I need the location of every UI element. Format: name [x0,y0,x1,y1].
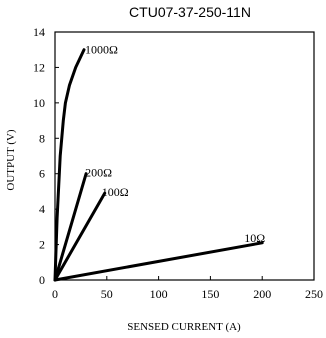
y-tick-label: 8 [39,131,45,145]
y-tick-label: 10 [33,96,45,110]
series-label: 10Ω [244,231,265,245]
series-label: 100Ω [102,185,129,199]
x-tick-label: 150 [201,287,219,301]
y-tick-label: 6 [39,167,45,181]
series-label: 1000Ω [85,43,118,57]
series-curves [53,48,264,282]
y-axis-label: OUTPUT (V) [5,129,17,191]
series-line [53,48,86,282]
series-line [53,241,264,282]
plot-frame [54,31,315,281]
y-tick-label: 0 [39,273,45,287]
y-tick-label: 14 [33,25,45,39]
series-line [53,191,107,282]
x-tick-label: 250 [305,287,323,301]
series-labels: 1000Ω 200Ω 100Ω 10Ω [85,43,265,245]
x-tick-label: 0 [52,287,58,301]
y-tick-label: 4 [39,202,45,216]
x-tick-label: 100 [150,287,168,301]
x-tick-label: 50 [101,287,113,301]
axis-ticks: 0 50 100 150 200 250 0 2 4 6 8 10 12 14 [33,25,323,301]
x-axis-label: SENSED CURRENT (A) [127,321,241,333]
y-tick-label: 12 [33,60,45,74]
chart-title: CTU07-37-250-11N [129,4,251,20]
y-tick-label: 2 [39,238,45,252]
x-tick-label: 200 [253,287,271,301]
series-label: 200Ω [85,166,112,180]
series-line [53,172,88,282]
